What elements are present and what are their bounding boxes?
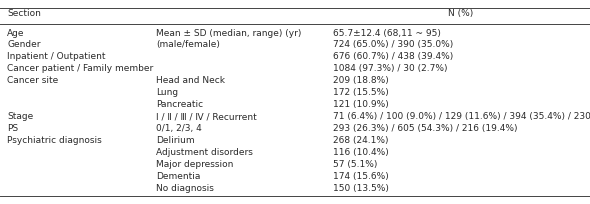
- Text: 724 (65.0%) / 390 (35.0%): 724 (65.0%) / 390 (35.0%): [333, 40, 454, 50]
- Text: Psychiatric diagnosis: Psychiatric diagnosis: [7, 136, 102, 145]
- Text: 121 (10.9%): 121 (10.9%): [333, 100, 389, 109]
- Text: 209 (18.8%): 209 (18.8%): [333, 76, 389, 85]
- Text: 174 (15.6%): 174 (15.6%): [333, 172, 389, 181]
- Text: 150 (13.5%): 150 (13.5%): [333, 184, 389, 193]
- Text: 65.7±12.4 (68,11 ~ 95): 65.7±12.4 (68,11 ~ 95): [333, 29, 441, 38]
- Text: PS: PS: [7, 124, 18, 133]
- Text: Adjustment disorders: Adjustment disorders: [156, 148, 253, 157]
- Text: Major depression: Major depression: [156, 160, 234, 169]
- Text: 268 (24.1%): 268 (24.1%): [333, 136, 389, 145]
- Text: Lung: Lung: [156, 88, 178, 97]
- Text: 676 (60.7%) / 438 (39.4%): 676 (60.7%) / 438 (39.4%): [333, 52, 454, 61]
- Text: 0/1, 2/3, 4: 0/1, 2/3, 4: [156, 124, 202, 133]
- Text: 1084 (97.3%) / 30 (2.7%): 1084 (97.3%) / 30 (2.7%): [333, 64, 448, 73]
- Text: No diagnosis: No diagnosis: [156, 184, 214, 193]
- Text: Dementia: Dementia: [156, 172, 201, 181]
- Text: 293 (26.3%) / 605 (54.3%) / 216 (19.4%): 293 (26.3%) / 605 (54.3%) / 216 (19.4%): [333, 124, 518, 133]
- Text: Gender: Gender: [7, 40, 41, 50]
- Text: Ⅰ / Ⅱ / Ⅲ / Ⅳ / Recurrent: Ⅰ / Ⅱ / Ⅲ / Ⅳ / Recurrent: [156, 112, 257, 121]
- Text: (male/female): (male/female): [156, 40, 220, 50]
- Text: Cancer patient / Family member: Cancer patient / Family member: [7, 64, 153, 73]
- Text: Inpatient / Outpatient: Inpatient / Outpatient: [7, 52, 106, 61]
- Text: Age: Age: [7, 29, 25, 38]
- Text: Cancer site: Cancer site: [7, 76, 58, 85]
- Text: 172 (15.5%): 172 (15.5%): [333, 88, 389, 97]
- Text: Mean ± SD (median, range) (yr): Mean ± SD (median, range) (yr): [156, 29, 301, 38]
- Text: Stage: Stage: [7, 112, 33, 121]
- Text: 71 (6.4%) / 100 (9.0%) / 129 (11.6%) / 394 (35.4%) / 230 (20.7%) /: 71 (6.4%) / 100 (9.0%) / 129 (11.6%) / 3…: [333, 112, 590, 121]
- Text: Head and Neck: Head and Neck: [156, 76, 225, 85]
- Text: 116 (10.4%): 116 (10.4%): [333, 148, 389, 157]
- Text: Delirium: Delirium: [156, 136, 195, 145]
- Text: 57 (5.1%): 57 (5.1%): [333, 160, 378, 169]
- Text: Section: Section: [7, 9, 41, 18]
- Text: N (%): N (%): [448, 9, 474, 18]
- Text: Pancreatic: Pancreatic: [156, 100, 204, 109]
